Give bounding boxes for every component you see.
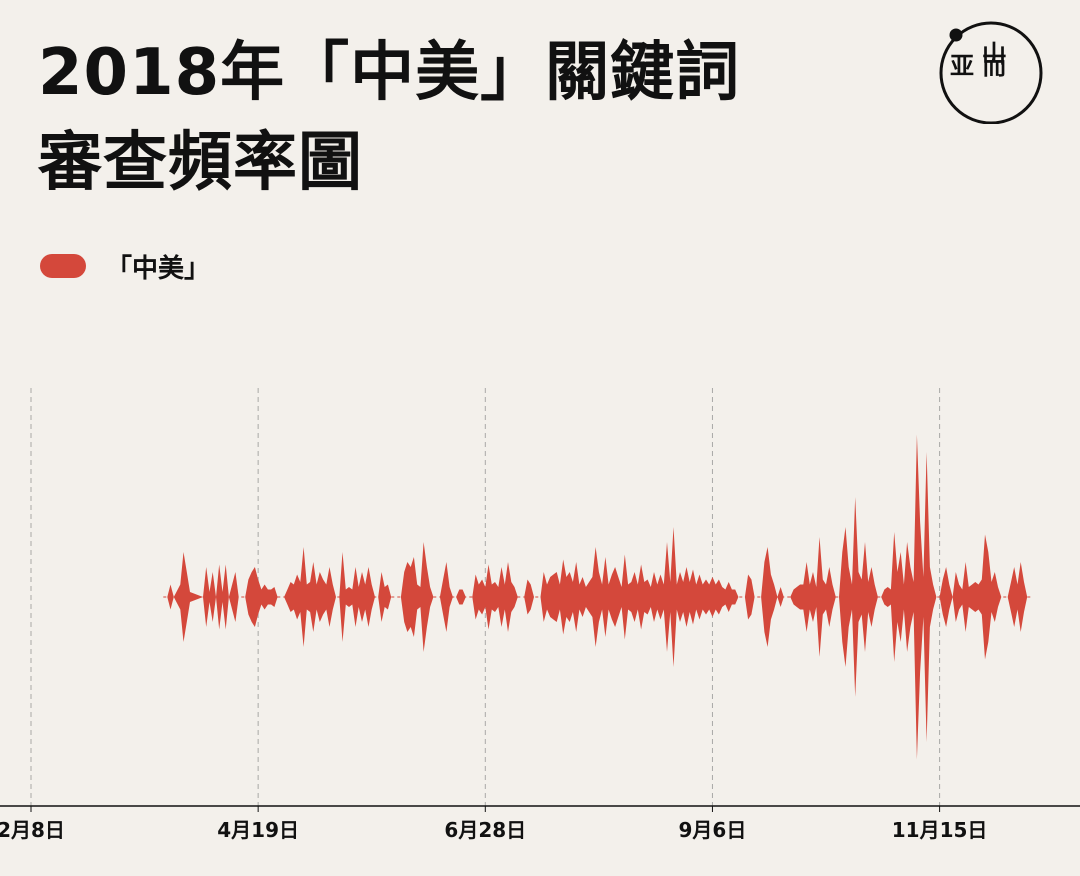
waveform-segment bbox=[744, 574, 755, 620]
waveform-segment bbox=[339, 552, 375, 642]
waveform-segment bbox=[439, 562, 453, 632]
x-tick-label: 2月8日 bbox=[0, 818, 65, 842]
waveform-segment bbox=[952, 534, 1002, 660]
waveform-segment bbox=[472, 562, 518, 632]
waveform-segment bbox=[167, 584, 174, 610]
waveform-segment bbox=[173, 552, 203, 642]
waveform-segment bbox=[881, 434, 937, 760]
waveform-segment bbox=[939, 567, 953, 627]
legend-swatch bbox=[40, 254, 86, 278]
initium-logo-icon: 山 亚 而 bbox=[939, 21, 1043, 124]
waveform-segment bbox=[1007, 562, 1028, 632]
page-title-line-1: 2018年「中美」關鍵詞 bbox=[38, 36, 741, 110]
waveform-segment bbox=[378, 572, 392, 622]
waveform-segment bbox=[216, 564, 229, 630]
x-tick-label: 11月15日 bbox=[892, 818, 988, 842]
waveform-segment bbox=[761, 547, 778, 647]
legend-label: 「中美」 bbox=[106, 253, 211, 284]
waveform-segment bbox=[284, 547, 336, 647]
waveform-segment bbox=[245, 567, 278, 627]
x-tick-label: 6月28日 bbox=[444, 818, 526, 842]
waveform-segment bbox=[203, 567, 216, 627]
waveform-segment bbox=[400, 542, 434, 652]
waveform-segment bbox=[777, 587, 784, 607]
waveform-segment bbox=[839, 497, 878, 697]
page-title: 2018年「中美」關鍵詞 審查頻率圖 bbox=[38, 28, 898, 208]
logo-glyph-bottom: 亚 而 bbox=[950, 52, 1006, 80]
logo-glyph-top: 山 bbox=[982, 40, 1006, 68]
chart-legend: 「中美」 bbox=[40, 244, 210, 288]
waveform-segment bbox=[524, 579, 534, 615]
x-tick-label: 4月19日 bbox=[217, 818, 299, 842]
waveform-segment bbox=[456, 589, 466, 605]
page-title-line-2: 審查頻率圖 bbox=[38, 126, 363, 200]
waveform-segment bbox=[790, 537, 836, 657]
waveform-segment bbox=[228, 572, 239, 622]
waveform-segment bbox=[540, 527, 739, 667]
x-tick-label: 9月6日 bbox=[679, 818, 747, 842]
